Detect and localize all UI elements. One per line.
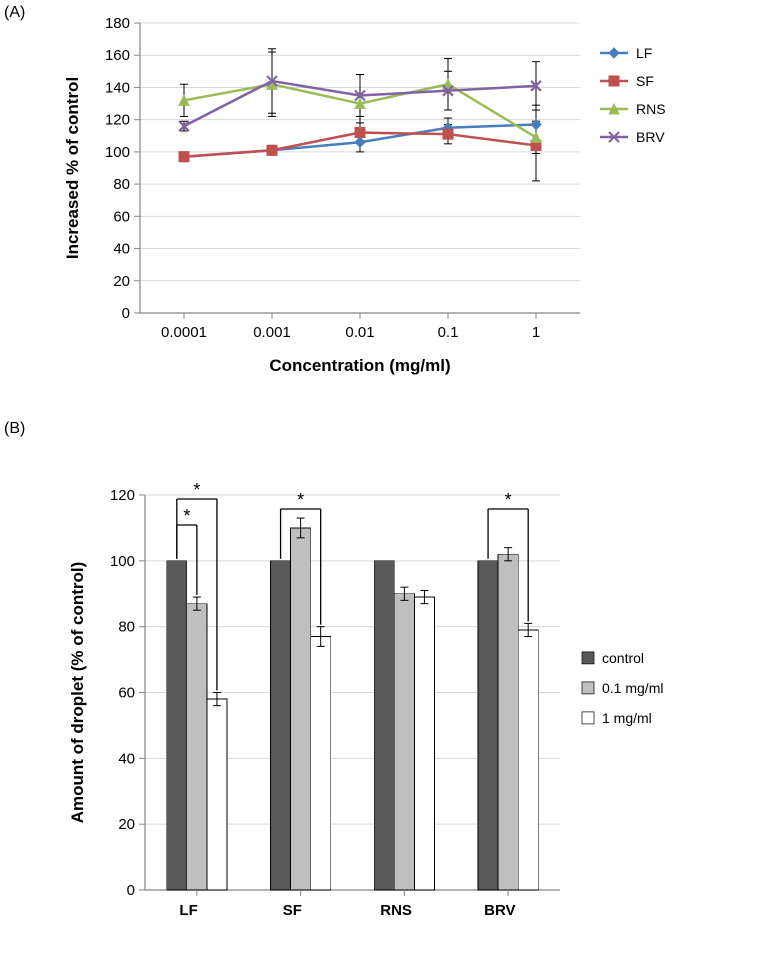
- svg-text:LF: LF: [636, 45, 652, 61]
- svg-text:control: control: [602, 650, 644, 666]
- significance-star: *: [193, 480, 200, 500]
- svg-text:BRV: BRV: [484, 902, 515, 919]
- svg-text:180: 180: [105, 15, 130, 32]
- legend-item-brv: BRV: [600, 129, 665, 145]
- svg-text:0.01: 0.01: [345, 324, 374, 341]
- bar-sf-0: [271, 561, 291, 890]
- legend-item-rns: RNS: [600, 101, 666, 117]
- significance-star: *: [183, 506, 190, 526]
- svg-text:80: 80: [113, 176, 130, 193]
- svg-text:20: 20: [113, 273, 130, 290]
- svg-text:20: 20: [118, 816, 135, 833]
- svg-text:0.1 mg/ml: 0.1 mg/ml: [602, 680, 663, 696]
- svg-text:0: 0: [127, 882, 135, 899]
- significance-star: *: [505, 490, 512, 510]
- svg-text:0.1: 0.1: [438, 324, 459, 341]
- svg-text:100: 100: [110, 553, 135, 570]
- svg-text:SF: SF: [636, 73, 654, 89]
- svg-text:0.001: 0.001: [253, 324, 291, 341]
- svg-text:0.0001: 0.0001: [161, 324, 207, 341]
- significance-star: *: [297, 490, 304, 510]
- panel-b-chart: 0 20 40 60 80 100 120 LF SF RNS BRV Amount of dropl…: [40, 425, 740, 945]
- legend-item-1-mg-ml: 1 mg/ml: [582, 710, 652, 726]
- svg-text:40: 40: [113, 241, 130, 258]
- bar-brv-2: [518, 630, 538, 890]
- svg-text:0: 0: [122, 305, 130, 322]
- svg-text:40: 40: [118, 750, 135, 767]
- svg-text:BRV: BRV: [636, 129, 665, 145]
- panel-b-label: (B): [4, 420, 25, 438]
- legend-item-0-1-mg-ml: 0.1 mg/ml: [582, 680, 663, 696]
- legend-item-lf: LF: [600, 45, 652, 61]
- legend-item-control: control: [582, 650, 644, 666]
- bar-brv-0: [478, 561, 498, 890]
- bar-lf-1: [187, 604, 207, 890]
- svg-text:120: 120: [105, 112, 130, 129]
- panel-a-y-axis-label: Increased % of control: [63, 77, 82, 259]
- svg-text:SF: SF: [283, 902, 302, 919]
- panel-b-y-axis-label: Amount of droplet (% of control): [68, 562, 87, 824]
- svg-text:160: 160: [105, 47, 130, 64]
- svg-text:60: 60: [118, 685, 135, 702]
- svg-text:1 mg/ml: 1 mg/ml: [602, 710, 652, 726]
- svg-text:LF: LF: [179, 902, 197, 919]
- panel-a-label: (A): [4, 4, 25, 22]
- svg-text:1: 1: [532, 324, 540, 341]
- bar-sf-2: [311, 637, 331, 890]
- bar-lf-0: [167, 561, 187, 890]
- bar-sf-1: [291, 528, 311, 890]
- svg-text:60: 60: [113, 208, 130, 225]
- svg-text:120: 120: [110, 487, 135, 504]
- panel-a-x-axis-label: Concentration (mg/ml): [269, 356, 450, 375]
- bar-rns-2: [414, 597, 434, 890]
- svg-text:100: 100: [105, 144, 130, 161]
- bar-brv-1: [498, 554, 518, 890]
- bar-rns-0: [374, 561, 394, 890]
- legend-item-sf: SF: [600, 73, 654, 89]
- bar-rns-1: [394, 594, 414, 890]
- svg-text:RNS: RNS: [380, 902, 412, 919]
- svg-text:80: 80: [118, 619, 135, 636]
- svg-text:140: 140: [105, 79, 130, 96]
- bar-lf-2: [207, 699, 227, 890]
- panel-a-chart: 0 20 40 60 80 100 120 140 160 180 0.0001 0.001 0.01 0…: [40, 8, 740, 398]
- svg-text:RNS: RNS: [636, 101, 666, 117]
